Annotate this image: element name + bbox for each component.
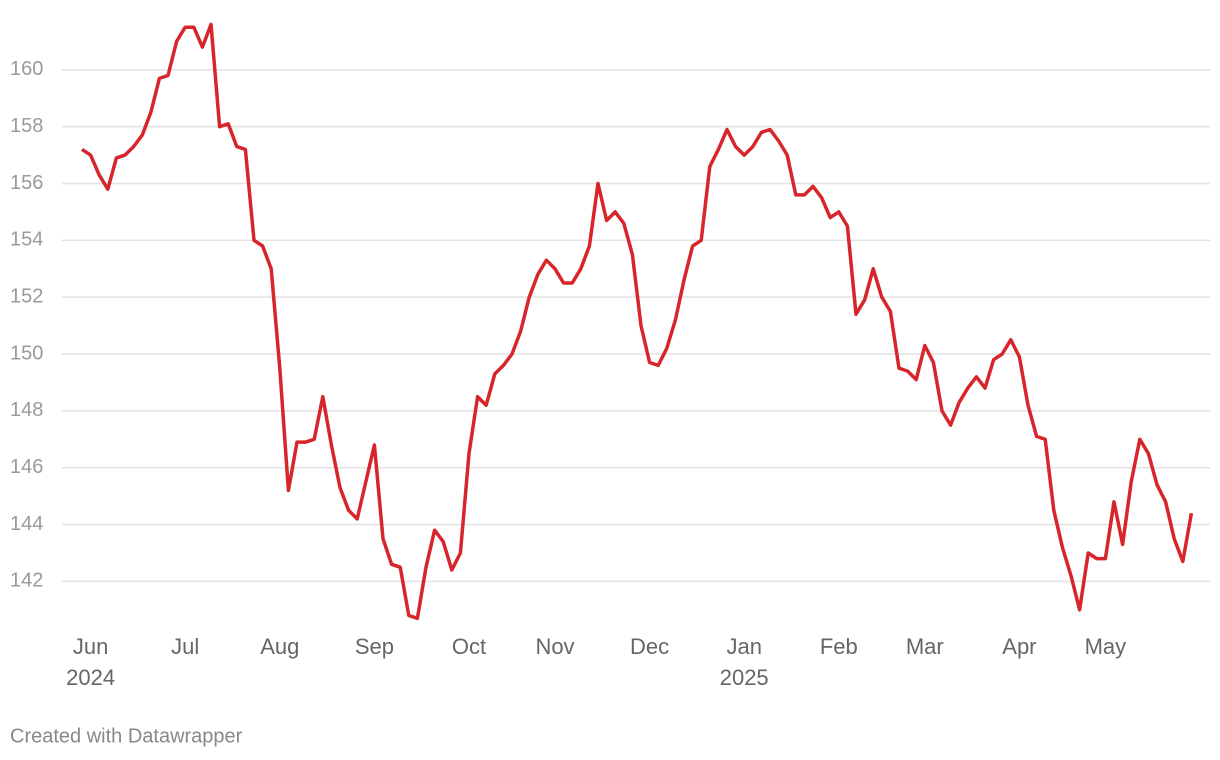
x-tick-label: Jul — [171, 634, 199, 659]
x-tick-label: Mar — [906, 634, 944, 659]
x-tick-label: Apr — [1002, 634, 1036, 659]
x-tick-label: Nov — [535, 634, 574, 659]
x-tick-label: Dec — [630, 634, 669, 659]
y-tick-label: 148 — [10, 399, 43, 421]
x-tick-label: Jun — [73, 634, 108, 659]
y-tick-label: 146 — [10, 456, 43, 478]
y-tick-label: 154 — [10, 229, 43, 251]
y-tick-label: 144 — [10, 513, 43, 535]
x-tick-label: Oct — [452, 634, 486, 659]
x-tick-label: Sep — [355, 634, 394, 659]
y-tick-label: 152 — [10, 285, 43, 307]
x-tick-label: Aug — [260, 634, 299, 659]
series-line — [81, 22, 1194, 621]
x-tick-label: May — [1085, 634, 1127, 659]
x-tick-label: Feb — [820, 634, 858, 659]
x-tick-year: 2024 — [66, 665, 115, 690]
footer: Created with Datawrapper — [10, 725, 243, 747]
y-tick-label: 150 — [10, 342, 43, 364]
x-tick-label: Jan — [726, 634, 761, 659]
y-tick-label: 160 — [10, 58, 43, 80]
y-tick-label: 142 — [10, 570, 43, 592]
x-tick-year: 2025 — [720, 665, 769, 690]
y-tick-label: 158 — [10, 115, 43, 137]
y-tick-label: 156 — [10, 172, 43, 194]
